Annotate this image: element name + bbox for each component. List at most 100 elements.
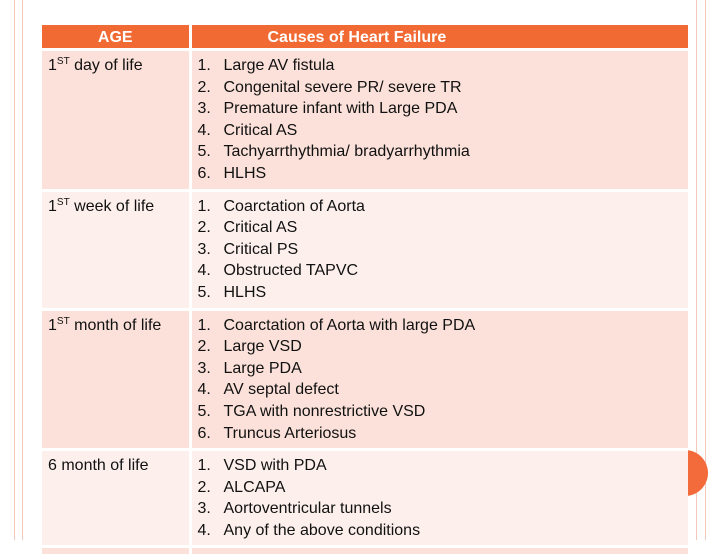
item-text: Coarctation of Aorta: [223, 197, 365, 215]
table-row: 1ST month of life 1. Coarctation of Aorta …: [42, 307, 688, 452]
list-item: 1. Large AV fistula: [198, 55, 683, 77]
left-frame-line-outer: [14, 0, 15, 540]
list-item: 4. Critical AS: [198, 120, 683, 142]
item-number: 2.: [197, 78, 211, 96]
item-number: 3.: [197, 359, 211, 377]
list-item: 1. Coarctation of Aorta: [198, 196, 683, 218]
item-number: 2.: [197, 219, 211, 237]
table-row: 1ST week of life 1. Coarctation of Aorta 2.…: [42, 188, 688, 311]
list-item: 4. Obstructed TAPVC: [198, 260, 683, 282]
causes-cell: 1. Large AV fistula 2. Congenital severe PR…: [188, 48, 688, 192]
age-suffix: month of life: [69, 316, 162, 334]
table-row: 6 month of life 1. VSD with PDA 2. ALCAPA 3. A…: [42, 448, 688, 549]
item-number: 5.: [197, 143, 211, 161]
item-text: Premature infant with Large PDA: [223, 100, 458, 118]
table-header-row: AGE Causes of Heart Failure: [42, 22, 688, 51]
item-text: Tachyarrthythmia/ bradyarrhythmia: [223, 143, 470, 161]
item-text: ALCAPA: [223, 478, 286, 496]
heart-failure-table: AGE Causes of Heart Failure 1ST day of l…: [42, 22, 688, 557]
table-row-partial: [42, 545, 688, 557]
item-text: TGA with nonrestrictive VSD: [223, 402, 426, 420]
cause-list: 1. Coarctation of Aorta 2. Critical AS 3. Cri…: [198, 196, 683, 304]
age-cell: 1ST day of life: [42, 48, 190, 192]
item-text: Critical AS: [223, 219, 298, 237]
cause-list: 1. VSD with PDA 2. ALCAPA 3. Aortoventricular…: [198, 455, 683, 541]
causes-cell: 1. Coarctation of Aorta 2. Critical AS 3. Cri…: [188, 188, 688, 311]
item-text: Coarctation of Aorta with large PDA: [223, 316, 476, 334]
list-item: 2. Critical AS: [198, 217, 683, 239]
item-text: AV septal defect: [223, 381, 339, 399]
item-text: HLHS: [223, 164, 267, 182]
item-text: HLHS: [223, 283, 267, 301]
item-number: 6.: [197, 164, 211, 182]
item-number: 2.: [197, 478, 211, 496]
cause-list: 1. Large AV fistula 2. Congenital severe PR…: [198, 55, 683, 185]
list-item: 6. Truncus Arteriosus: [198, 423, 683, 445]
item-number: 4.: [197, 521, 211, 539]
causes-cell: 1. Coarctation of Aorta with large PDA 2. L…: [188, 307, 688, 452]
list-item: 2. Large VSD: [198, 336, 683, 358]
item-text: Large AV fistula: [223, 57, 335, 74]
item-number: 1.: [197, 197, 211, 215]
list-item: 5. TGA with nonrestrictive VSD: [198, 401, 683, 423]
item-number: 5.: [197, 402, 211, 420]
item-number: 6.: [197, 424, 211, 442]
item-text: Congenital severe PR/ severe TR: [223, 78, 462, 96]
age-suffix: day of life: [69, 57, 143, 74]
item-text: Critical PS: [223, 240, 299, 258]
list-item: 3. Premature infant with Large PDA: [198, 98, 683, 120]
list-item: 5. HLHS: [198, 282, 683, 304]
age-prefix: 6 month of life: [48, 457, 149, 475]
age-cell: 1ST month of life: [42, 307, 190, 452]
item-text: Any of the above conditions: [223, 521, 421, 539]
causes-cell: [188, 545, 688, 557]
right-frame-line-inner: [696, 0, 697, 540]
age-cell: [42, 545, 190, 557]
item-number: 3.: [197, 500, 211, 518]
item-text: Aortoventricular tunnels: [223, 500, 392, 518]
list-item: 4. AV septal defect: [198, 379, 683, 401]
list-item: 3. Aortoventricular tunnels: [198, 498, 683, 520]
header-causes: Causes of Heart Failure: [188, 22, 688, 51]
table-body: 1ST day of life 1. Large AV fistula 2. Conge…: [42, 48, 688, 557]
item-number: 4.: [197, 262, 211, 280]
list-item: 2. ALCAPA: [198, 477, 683, 499]
list-item: 2. Congenital severe PR/ severe TR: [198, 77, 683, 99]
age-cell: 1ST week of life: [42, 188, 190, 311]
age-cell: 6 month of life: [42, 448, 190, 549]
item-number: 4.: [197, 381, 211, 399]
table-row: 1ST day of life 1. Large AV fistula 2. Conge…: [42, 48, 688, 192]
header-age: AGE: [42, 22, 190, 51]
item-text: Large PDA: [223, 359, 302, 377]
item-number: 1.: [197, 457, 211, 475]
item-number: 3.: [197, 100, 211, 118]
item-text: Large VSD: [223, 338, 302, 356]
age-suffix: week of life: [69, 197, 155, 215]
list-item: 1. VSD with PDA: [198, 455, 683, 477]
list-item: 3. Critical PS: [198, 239, 683, 261]
age-superscript: ST: [56, 56, 70, 67]
list-item: 5. Tachyarrthythmia/ bradyarrhythmia: [198, 141, 683, 163]
list-item: 1. Coarctation of Aorta with large PDA: [198, 315, 683, 337]
list-item: 6. HLHS: [198, 163, 683, 185]
age-prefix: 1: [48, 197, 57, 215]
left-frame-line-inner: [22, 0, 23, 540]
item-number: 3.: [197, 240, 211, 258]
right-frame-line-outer: [705, 0, 706, 540]
list-item: 4. Any of the above conditions: [198, 520, 683, 542]
item-number: 5.: [197, 283, 211, 301]
item-text: VSD with PDA: [223, 457, 327, 475]
item-number: 1.: [197, 57, 211, 74]
age-prefix: 1: [48, 316, 57, 334]
age-superscript: ST: [56, 315, 70, 327]
item-text: Critical AS: [223, 121, 298, 139]
item-number: 2.: [197, 338, 211, 356]
age-superscript: ST: [56, 196, 70, 208]
cause-list: 1. Coarctation of Aorta with large PDA 2. L…: [198, 315, 683, 445]
item-text: Truncus Arteriosus: [223, 424, 357, 442]
item-text: Obstructed TAPVC: [223, 262, 359, 280]
item-number: 1.: [197, 316, 211, 334]
item-number: 4.: [197, 121, 211, 139]
causes-cell: 1. VSD with PDA 2. ALCAPA 3. Aortoventricular…: [188, 448, 688, 549]
age-prefix: 1: [48, 57, 57, 74]
